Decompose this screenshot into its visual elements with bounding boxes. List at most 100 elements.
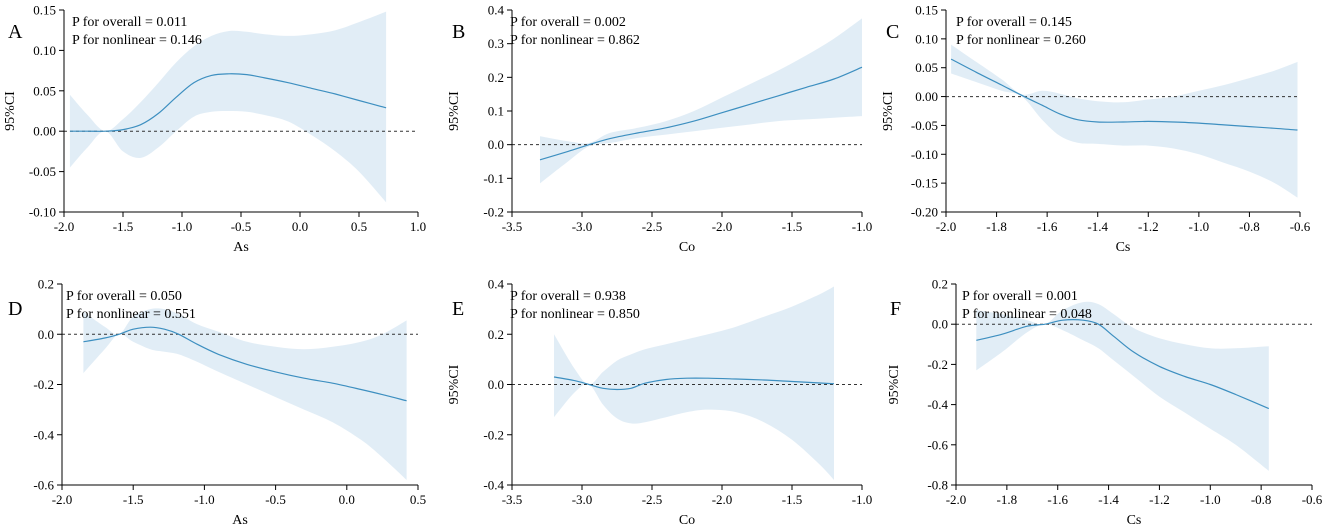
fit-line [539,66,863,161]
x-tick-label: -1.5 [782,219,803,234]
y-tick-label: 0.0 [38,327,54,342]
x-tick-label: -1.5 [123,492,144,507]
p-nonlinear-label: P for nonlinear = 0.146 [72,33,202,48]
y-tick-label: 0.10 [33,43,56,58]
x-tick-label: -2.0 [712,219,733,234]
y-tick-label: 0.1 [488,104,504,119]
panel-letter: D [8,298,22,320]
y-tick-label: -0.8 [927,478,948,493]
p-nonlinear-label: P for nonlinear = 0.048 [962,307,1092,322]
x-tick-label: -0.5 [231,219,252,234]
y-tick-label: 0.05 [33,83,56,98]
x-tick-label: -1.0 [852,219,873,234]
panel-e: -3.5 -3.0 -2.5 -2.0 -1.5 -1.0 -0.4 -0.2 0.0 0.2 0.… [447,277,872,529]
fit-line [69,73,387,132]
panel-letter: E [452,298,464,320]
y-tick-label: -0.1 [483,171,504,186]
y-tick-label: 0.3 [488,36,504,51]
y-tick-label: -0.10 [911,147,938,162]
panel-letter: A [8,21,23,43]
y-tick-label: 0.00 [33,124,56,139]
panel-letter: B [452,21,465,43]
y-tick-label: -0.6 [927,437,948,452]
x-tick-label: -2.0 [936,219,957,234]
y-tick-label: 0.0 [932,317,948,332]
x-tick-label: -1.4 [1087,219,1108,234]
x-tick-label: 1.0 [410,219,426,234]
y-tick-label: -0.2 [483,427,504,442]
confidence-band [951,44,1298,198]
x-tick-label: -0.5 [265,492,286,507]
x-tick-label: -3.0 [572,219,593,234]
x-tick-label: -1.0 [172,219,193,234]
confidence-band [83,308,407,480]
x-axis-title: Cs [1127,513,1142,528]
panel-c: -2.0 -1.8 -1.6 -1.4 -1.2 -1.0 -0.8 -0.6 -0.20 -0.… [881,3,1311,256]
y-axis-title: 95%CI [887,364,902,404]
y-tick-label: -0.10 [29,205,56,220]
x-tick-label: -2.0 [54,219,75,234]
x-tick-label: -2.0 [712,492,733,507]
x-tick-label: -1.8 [997,492,1018,507]
x-tick-label: -2.0 [52,492,73,507]
fit-line [950,58,1298,131]
p-nonlinear-label: P for nonlinear = 0.260 [956,33,1086,48]
x-axis-title: Cs [1116,240,1131,255]
fit-line [553,376,835,391]
p-overall-label: P for overall = 0.938 [510,289,626,304]
x-tick-label: 0.0 [339,492,355,507]
y-tick-label: 0.4 [488,277,505,292]
panel-letter: C [886,21,899,43]
x-tick-label: -3.0 [572,492,593,507]
x-tick-label: -0.8 [1251,492,1272,507]
p-overall-label: P for overall = 0.001 [962,289,1078,304]
panel-f: -2.0 -1.8 -1.6 -1.4 -1.2 -1.0 -0.8 -0.6 -0.8 -0.6… [887,277,1323,529]
x-tick-label: -1.0 [852,492,873,507]
x-tick-label: -1.8 [986,219,1007,234]
y-tick-label: 0.0 [488,137,504,152]
y-tick-label: -0.15 [911,176,938,191]
y-axis-title: 95%CI [447,364,462,404]
x-tick-label: -1.0 [1200,492,1221,507]
confidence-band [976,301,1269,471]
y-tick-label: -0.4 [483,478,504,493]
y-tick-label: 0.15 [915,3,938,18]
x-tick-label: -1.6 [1047,492,1068,507]
x-tick-label: 0.5 [351,219,367,234]
p-overall-label: P for overall = 0.002 [510,15,626,30]
y-tick-label: 0.0 [488,377,504,392]
y-tick-label: -0.05 [911,118,938,133]
panel-letter: F [890,298,901,320]
y-tick-label: -0.2 [33,377,54,392]
confidence-band [554,286,834,480]
y-tick-label: -0.4 [33,427,54,442]
fit-line [83,326,407,402]
x-tick-label: -1.2 [1149,492,1170,507]
x-tick-label: -1.0 [1189,219,1210,234]
x-tick-label: -1.5 [782,492,803,507]
y-tick-label: -0.4 [927,397,948,412]
panel-a: -2.0 -1.5 -1.0 -0.5 0.0 0.5 1.0 -0.10 -0.05 0.00 0… [3,3,426,256]
p-nonlinear-label: P for nonlinear = 0.551 [66,307,196,322]
y-tick-label: -0.2 [927,357,948,372]
x-tick-label: -1.6 [1037,219,1058,234]
x-axis-title: Co [679,513,695,528]
y-tick-label: 0.15 [33,3,56,18]
p-overall-label: P for overall = 0.011 [72,15,187,30]
y-tick-label: 0.2 [932,277,948,292]
confidence-band [540,18,862,184]
y-tick-label: 0.2 [38,277,54,292]
y-tick-label: 0.2 [488,327,504,342]
y-tick-label: -0.05 [29,164,56,179]
y-tick-label: -0.20 [911,205,938,220]
panel-b: -3.5 -3.0 -2.5 -2.0 -1.5 -1.0 -0.2 -0.1 0.0 0.1 0.… [447,3,872,256]
x-tick-label: -2.5 [642,219,663,234]
x-tick-label: -2.5 [642,492,663,507]
y-tick-label: 0.4 [488,3,505,18]
y-tick-label: 0.00 [915,89,938,104]
p-overall-label: P for overall = 0.145 [956,15,1072,30]
p-overall-label: P for overall = 0.050 [66,289,182,304]
y-tick-label: 0.05 [915,60,938,75]
confidence-band [69,11,387,203]
